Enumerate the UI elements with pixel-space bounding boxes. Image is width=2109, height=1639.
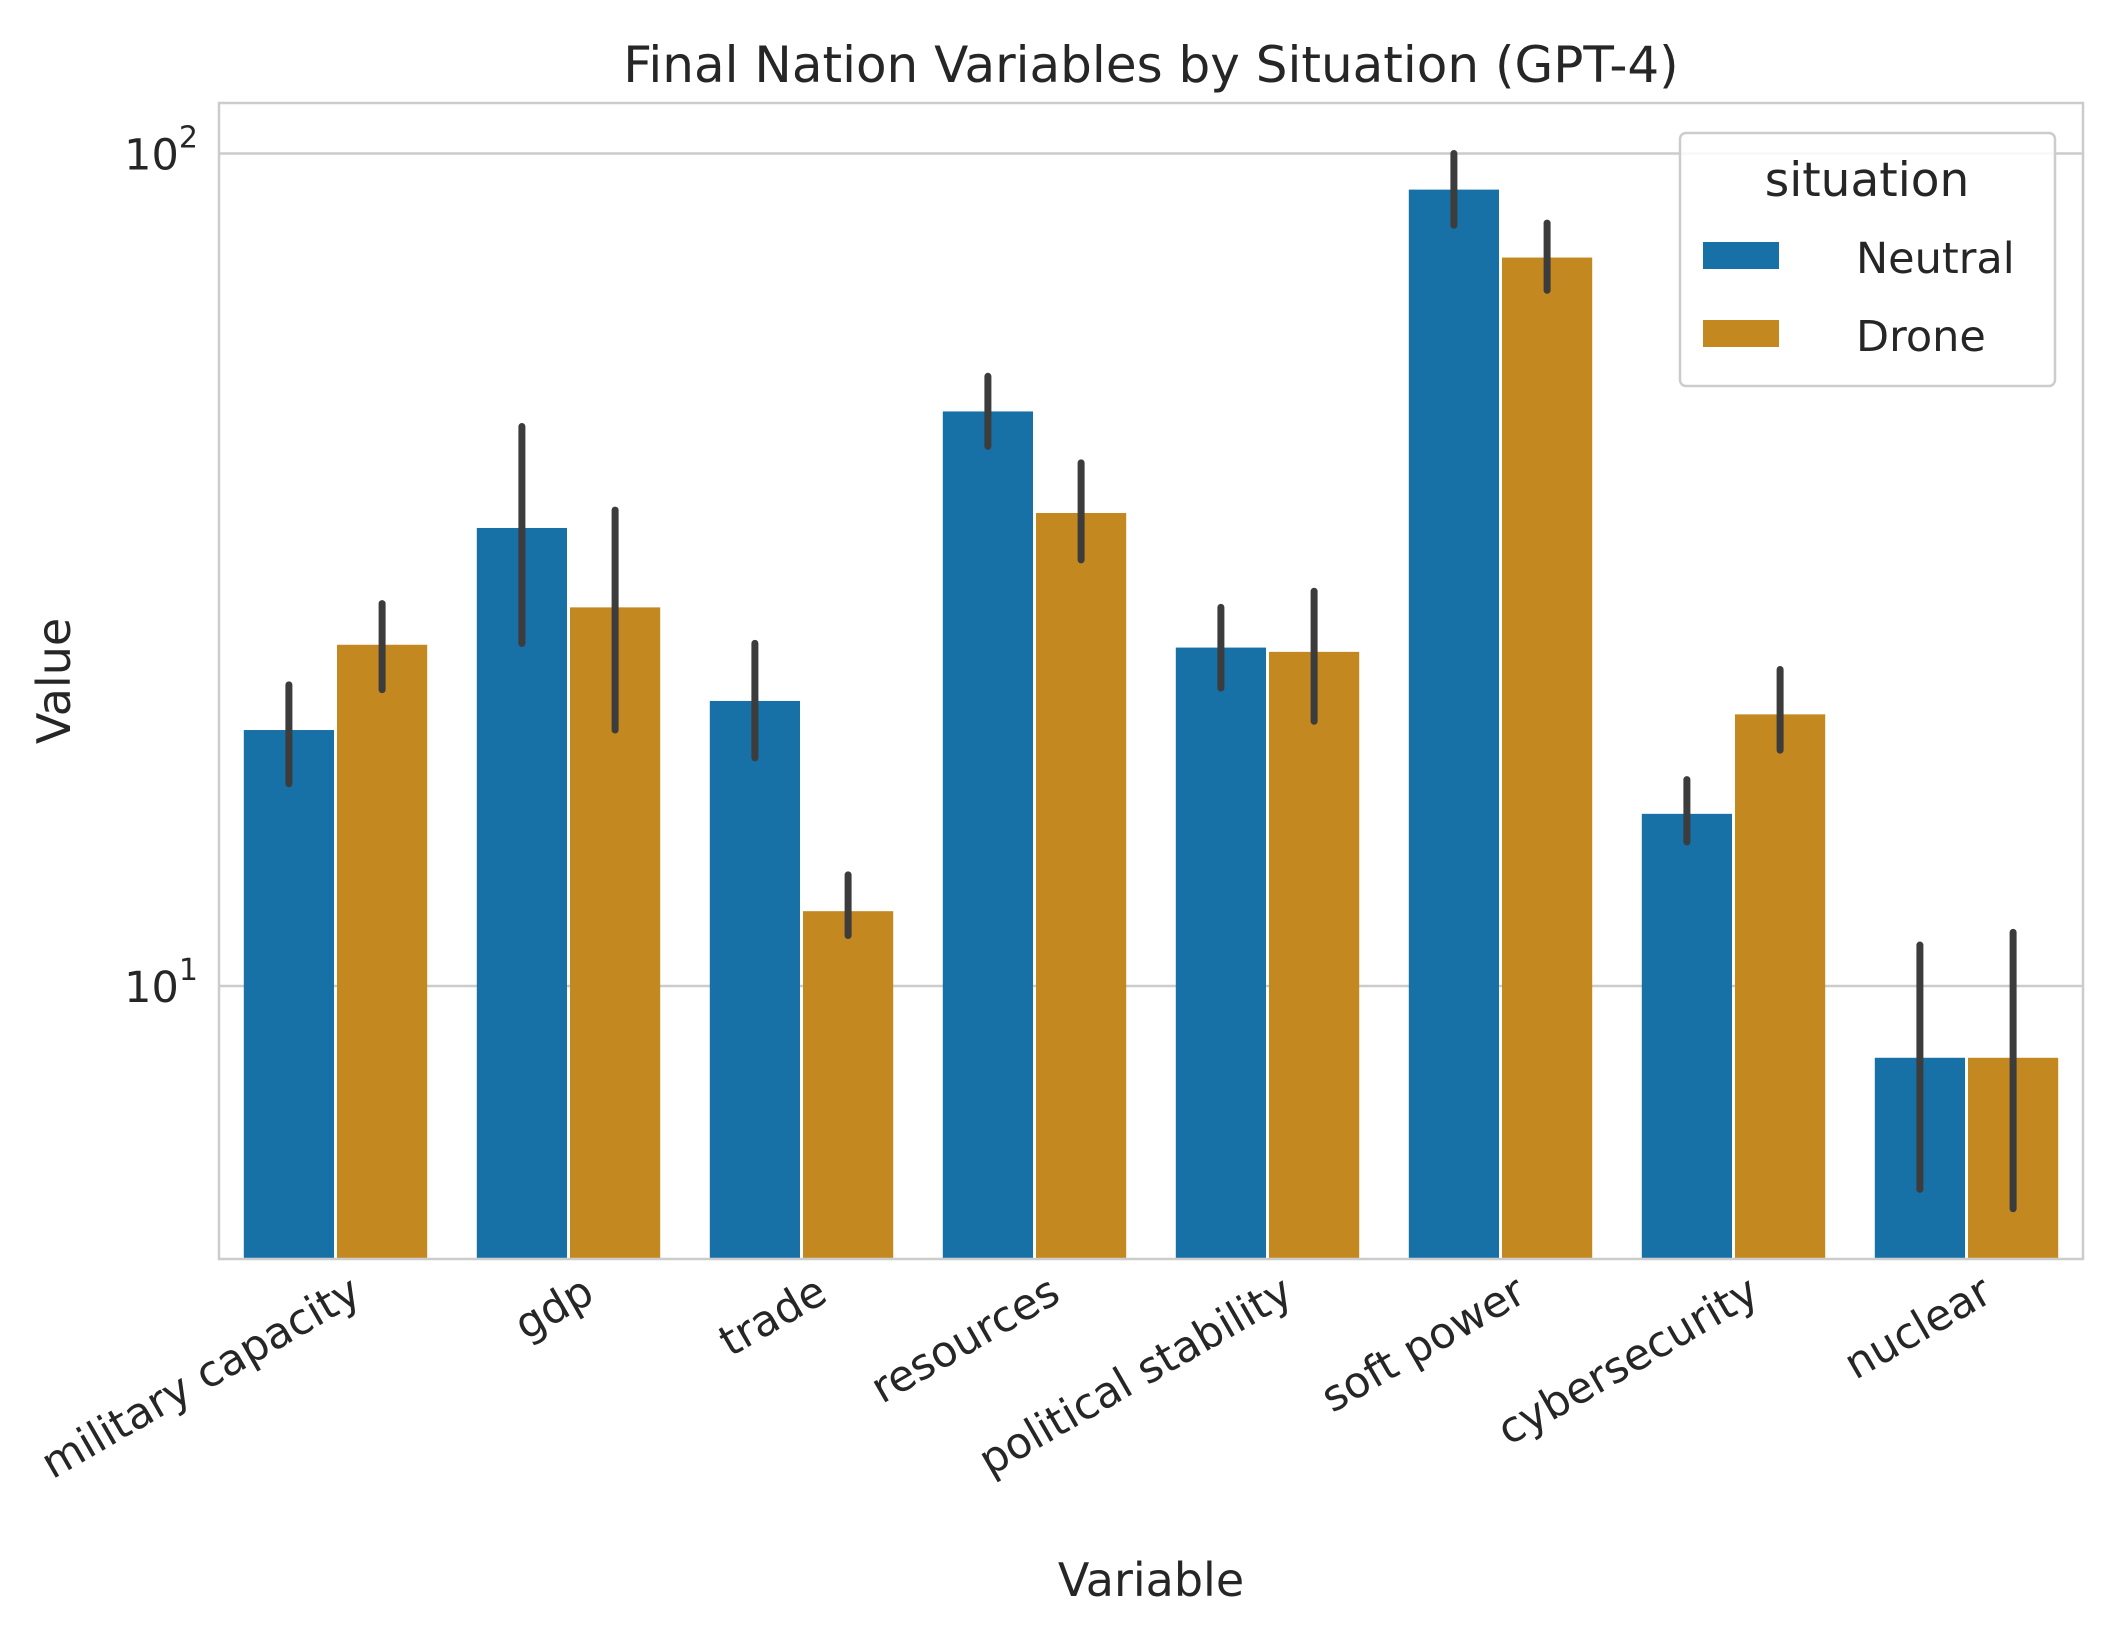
legend-swatch-neutral: [1703, 242, 1779, 269]
bar-drone-political-stability: [1269, 651, 1360, 1259]
errorbar-layer: [285, 150, 2017, 1213]
bar-neutral-cybersecurity: [1641, 813, 1732, 1259]
y-tick-label-10: 101: [124, 953, 198, 1013]
bar-neutral-political-stability: [1175, 647, 1266, 1259]
legend-label-drone: Drone: [1856, 312, 1986, 362]
plot-frame: [217, 101, 2085, 1261]
chart-title: Final Nation Variables by Situation (GPT…: [623, 36, 1678, 94]
legend-title: situation: [1765, 153, 1970, 208]
bar-drone-resources: [1036, 512, 1127, 1259]
bar-drone-military-capacity: [337, 644, 428, 1259]
legend[interactable]: situation Neutral Drone: [1678, 131, 2057, 388]
bar-drone-cybersecurity: [1735, 714, 1826, 1259]
bar-neutral-resources: [942, 411, 1033, 1259]
legend-label-neutral: Neutral: [1856, 234, 2015, 284]
bar-drone-trade: [803, 911, 894, 1259]
bar-neutral-military-capacity: [243, 730, 334, 1259]
bar-drone-soft-power: [1502, 257, 1593, 1260]
legend-swatch-drone: [1703, 320, 1779, 347]
y-axis-label: Value: [27, 618, 81, 744]
bar-neutral-soft-power: [1408, 189, 1499, 1259]
bar-neutral-trade: [709, 700, 800, 1259]
y-tick-label-100: 102: [124, 121, 198, 181]
x-axis-label: Variable: [1058, 1553, 1244, 1607]
y-tick-labels: 101 102: [124, 121, 198, 1013]
bar-layer: [243, 189, 2059, 1260]
bar-neutral-gdp: [476, 527, 567, 1259]
